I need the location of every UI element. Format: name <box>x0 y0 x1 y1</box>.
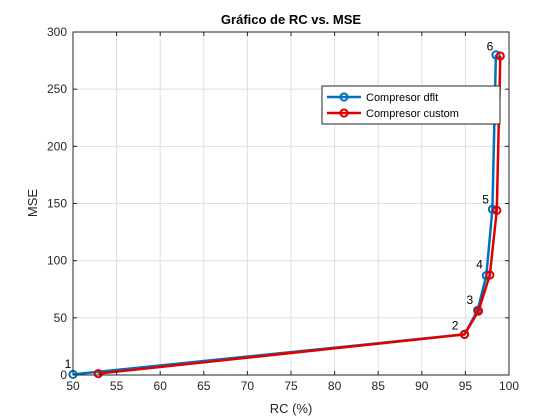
legend-entry: Compresor dflt <box>366 92 438 104</box>
legend-swatch-marker <box>339 108 349 118</box>
series-2-point <box>459 329 470 340</box>
x-tick-label: 55 <box>110 379 124 393</box>
y-tick-label: 300 <box>47 25 67 39</box>
x-tick-label: 90 <box>415 379 429 393</box>
series-2-point <box>495 51 505 61</box>
x-tick-label: 80 <box>328 379 342 393</box>
x-tick-label: 70 <box>241 379 255 393</box>
point-label: 5 <box>482 193 489 207</box>
point-label: 6 <box>487 39 494 53</box>
x-tick-label: 95 <box>459 379 473 393</box>
series-2-point <box>492 205 502 215</box>
series-group <box>68 50 505 380</box>
x-tick-label: 65 <box>197 379 211 393</box>
point-label: 2 <box>452 318 459 332</box>
x-axis-label: RC (%) <box>270 401 313 416</box>
series-2-point <box>93 369 103 379</box>
y-tick-label: 0 <box>60 368 67 382</box>
y-tick-label: 50 <box>54 311 68 325</box>
x-tick-label: 60 <box>154 379 168 393</box>
series-line-2 <box>98 55 502 375</box>
axis-ticks: 50 55 60 65 70 75 80 85 90 95 10005010015020025030… <box>47 25 519 393</box>
x-tick-label: 85 <box>372 379 386 393</box>
y-tick-label: 100 <box>47 254 67 268</box>
x-tick-label: 75 <box>284 379 298 393</box>
x-tick-label: 100 <box>499 379 519 393</box>
y-axis-label: MSE <box>25 189 40 218</box>
chart-title: Gráfico de RC vs. MSE <box>221 12 361 27</box>
legend-swatch-marker <box>339 92 349 102</box>
point-label: 1 <box>65 357 72 371</box>
series-2-point <box>473 306 484 316</box>
series-1-point <box>491 50 501 60</box>
y-tick-label: 250 <box>47 82 67 96</box>
point-label: 4 <box>476 258 483 272</box>
legend: Compresor dflt Compresor custom <box>321 85 501 125</box>
point-label: 3 <box>467 293 474 307</box>
x-tick-label: 50 <box>66 379 80 393</box>
series-2-point <box>485 270 495 280</box>
legend-entry: Compresor custom <box>366 108 459 120</box>
y-tick-label: 200 <box>47 139 67 153</box>
legend-box <box>321 85 501 125</box>
y-tick-label: 150 <box>47 197 67 211</box>
